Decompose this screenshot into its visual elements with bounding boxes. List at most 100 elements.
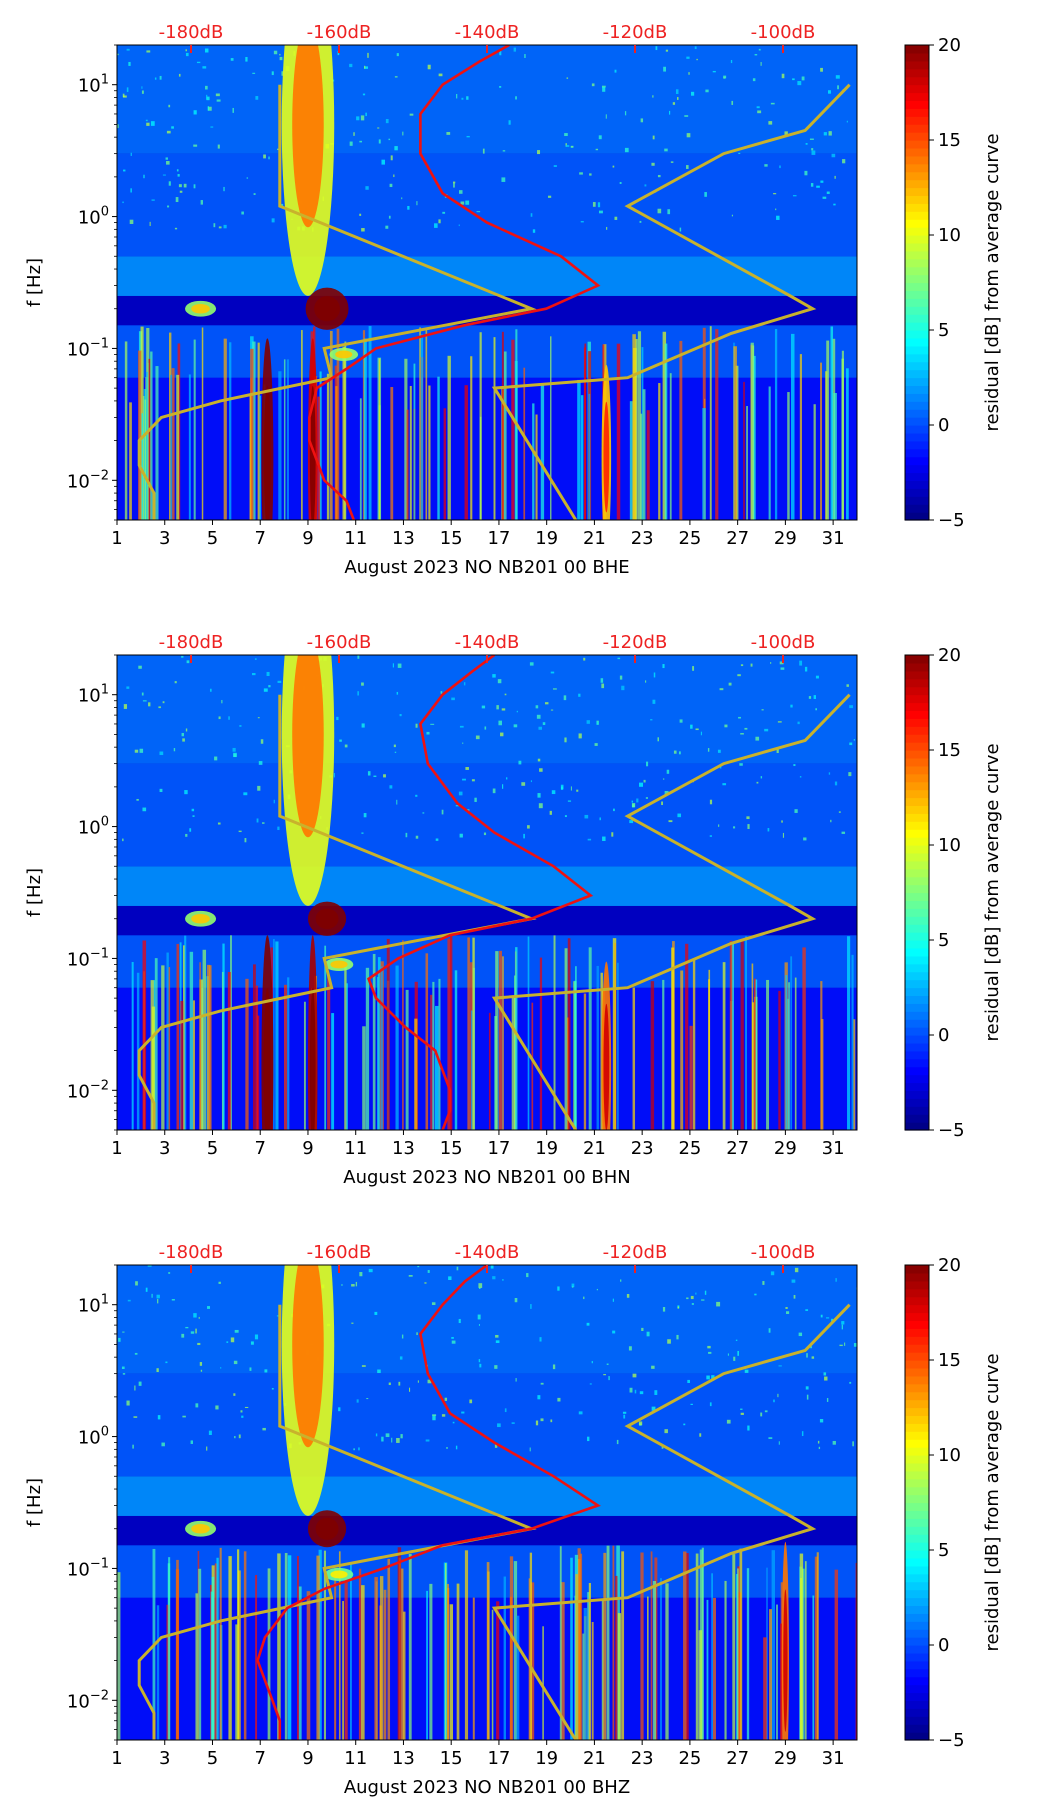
transient-streak <box>306 1591 311 1740</box>
noise-speckle <box>673 750 677 754</box>
colorbar-swatch <box>905 829 929 838</box>
transient-streak <box>617 1613 622 1740</box>
noise-speckle <box>415 723 418 728</box>
noise-speckle <box>217 822 221 825</box>
noise-speckle <box>564 815 567 818</box>
noise-speckle <box>835 1278 837 1282</box>
colorbar-swatch <box>905 1462 929 1472</box>
frequency-band <box>117 1515 857 1546</box>
transient-streak <box>449 935 453 1130</box>
x-tick-label: 25 <box>678 528 701 549</box>
noise-speckle <box>719 688 724 691</box>
noise-speckle <box>122 838 124 842</box>
low-model-db-curve <box>137 694 537 1130</box>
noise-speckle <box>535 705 539 709</box>
colorbar-swatch <box>905 655 929 664</box>
colorbar-swatch <box>905 472 929 482</box>
noise-speckle <box>250 1341 254 1345</box>
transient-streak <box>740 938 744 1130</box>
noise-speckle <box>425 1439 430 1442</box>
noise-speckle <box>206 94 208 100</box>
noise-speckle <box>536 714 541 719</box>
transient-streak <box>632 987 636 1130</box>
noise-speckle <box>557 1397 561 1402</box>
noise-speckle <box>677 813 682 818</box>
noise-speckle <box>499 50 502 56</box>
colorbar-swatch <box>905 456 929 466</box>
noise-speckle <box>511 1422 515 1424</box>
noise-speckle <box>427 64 431 70</box>
noise-speckle <box>624 111 627 116</box>
noise-speckle <box>638 1421 643 1426</box>
transient-streak <box>629 401 633 520</box>
colorbar-swatch <box>905 1383 929 1393</box>
transient-streak <box>361 1585 365 1740</box>
noise-speckle <box>551 790 556 795</box>
x-tick-label: 13 <box>392 528 415 549</box>
colorbar-swatch <box>905 1629 929 1638</box>
noise-speckle <box>570 145 574 148</box>
noise-speckle <box>442 211 446 214</box>
transient-streak <box>406 409 409 520</box>
noise-speckle <box>381 1436 384 1442</box>
noise-speckle <box>207 106 212 111</box>
noise-speckle <box>253 193 256 195</box>
noise-speckle <box>841 1324 843 1330</box>
noise-speckle <box>813 695 817 699</box>
noise-speckle <box>385 119 389 124</box>
noise-speckle <box>459 190 463 194</box>
residual-feature-core <box>314 296 340 322</box>
noise-speckle <box>132 1444 134 1449</box>
colorbar-swatch <box>905 1082 929 1092</box>
transient-streak <box>689 1025 693 1130</box>
noise-speckle <box>532 229 536 233</box>
noise-speckle <box>686 165 689 169</box>
noise-speckle <box>505 777 508 780</box>
colorbar-swatch <box>905 219 929 228</box>
noise-speckle <box>175 197 179 203</box>
noise-speckle <box>142 700 147 702</box>
noise-speckle <box>515 1378 517 1382</box>
noise-speckle <box>471 779 475 782</box>
noise-speckle <box>652 699 656 704</box>
transient-streak <box>456 1583 460 1740</box>
noise-speckle <box>611 832 614 837</box>
noise-speckle <box>773 193 777 195</box>
transient-streak <box>472 937 475 1130</box>
transient-streak <box>722 962 726 1130</box>
colorbar-swatch <box>905 868 929 878</box>
transient-streak <box>283 359 286 520</box>
noise-speckle <box>157 1415 161 1420</box>
transient-streak <box>575 1574 578 1740</box>
transient-streak <box>637 331 642 520</box>
transient-streak <box>479 416 482 520</box>
noise-speckle <box>427 1379 432 1384</box>
transient-streak <box>746 1568 750 1740</box>
noise-speckle <box>591 1361 593 1364</box>
x-tick-label: 9 <box>302 1138 313 1159</box>
noise-speckle <box>806 1394 809 1400</box>
transient-streak <box>323 1550 326 1740</box>
transient-streak <box>168 967 171 1130</box>
colorbar-swatch <box>905 68 929 78</box>
colorbar-swatch <box>905 377 929 387</box>
noise-speckle <box>254 658 257 660</box>
noise-speckle <box>154 77 157 80</box>
transient-streak <box>387 1558 391 1740</box>
noise-speckle <box>252 72 256 74</box>
noise-speckle <box>230 1337 235 1343</box>
colorbar-swatch <box>905 1724 929 1733</box>
noise-speckle <box>396 691 399 695</box>
colorbar-tick-label: 20 <box>938 645 961 666</box>
transient-streak <box>513 1561 518 1740</box>
transient-streak <box>750 342 754 520</box>
colorbar-swatch <box>905 1399 929 1409</box>
noise-speckle <box>401 197 403 200</box>
transient-streak <box>297 1556 299 1740</box>
transient-streak <box>326 373 330 520</box>
colorbar-tick-label: −5 <box>938 510 965 531</box>
y-tick-label: 100 <box>78 205 109 229</box>
colorbar-swatch <box>905 932 929 941</box>
colorbar-swatch <box>905 1352 929 1361</box>
